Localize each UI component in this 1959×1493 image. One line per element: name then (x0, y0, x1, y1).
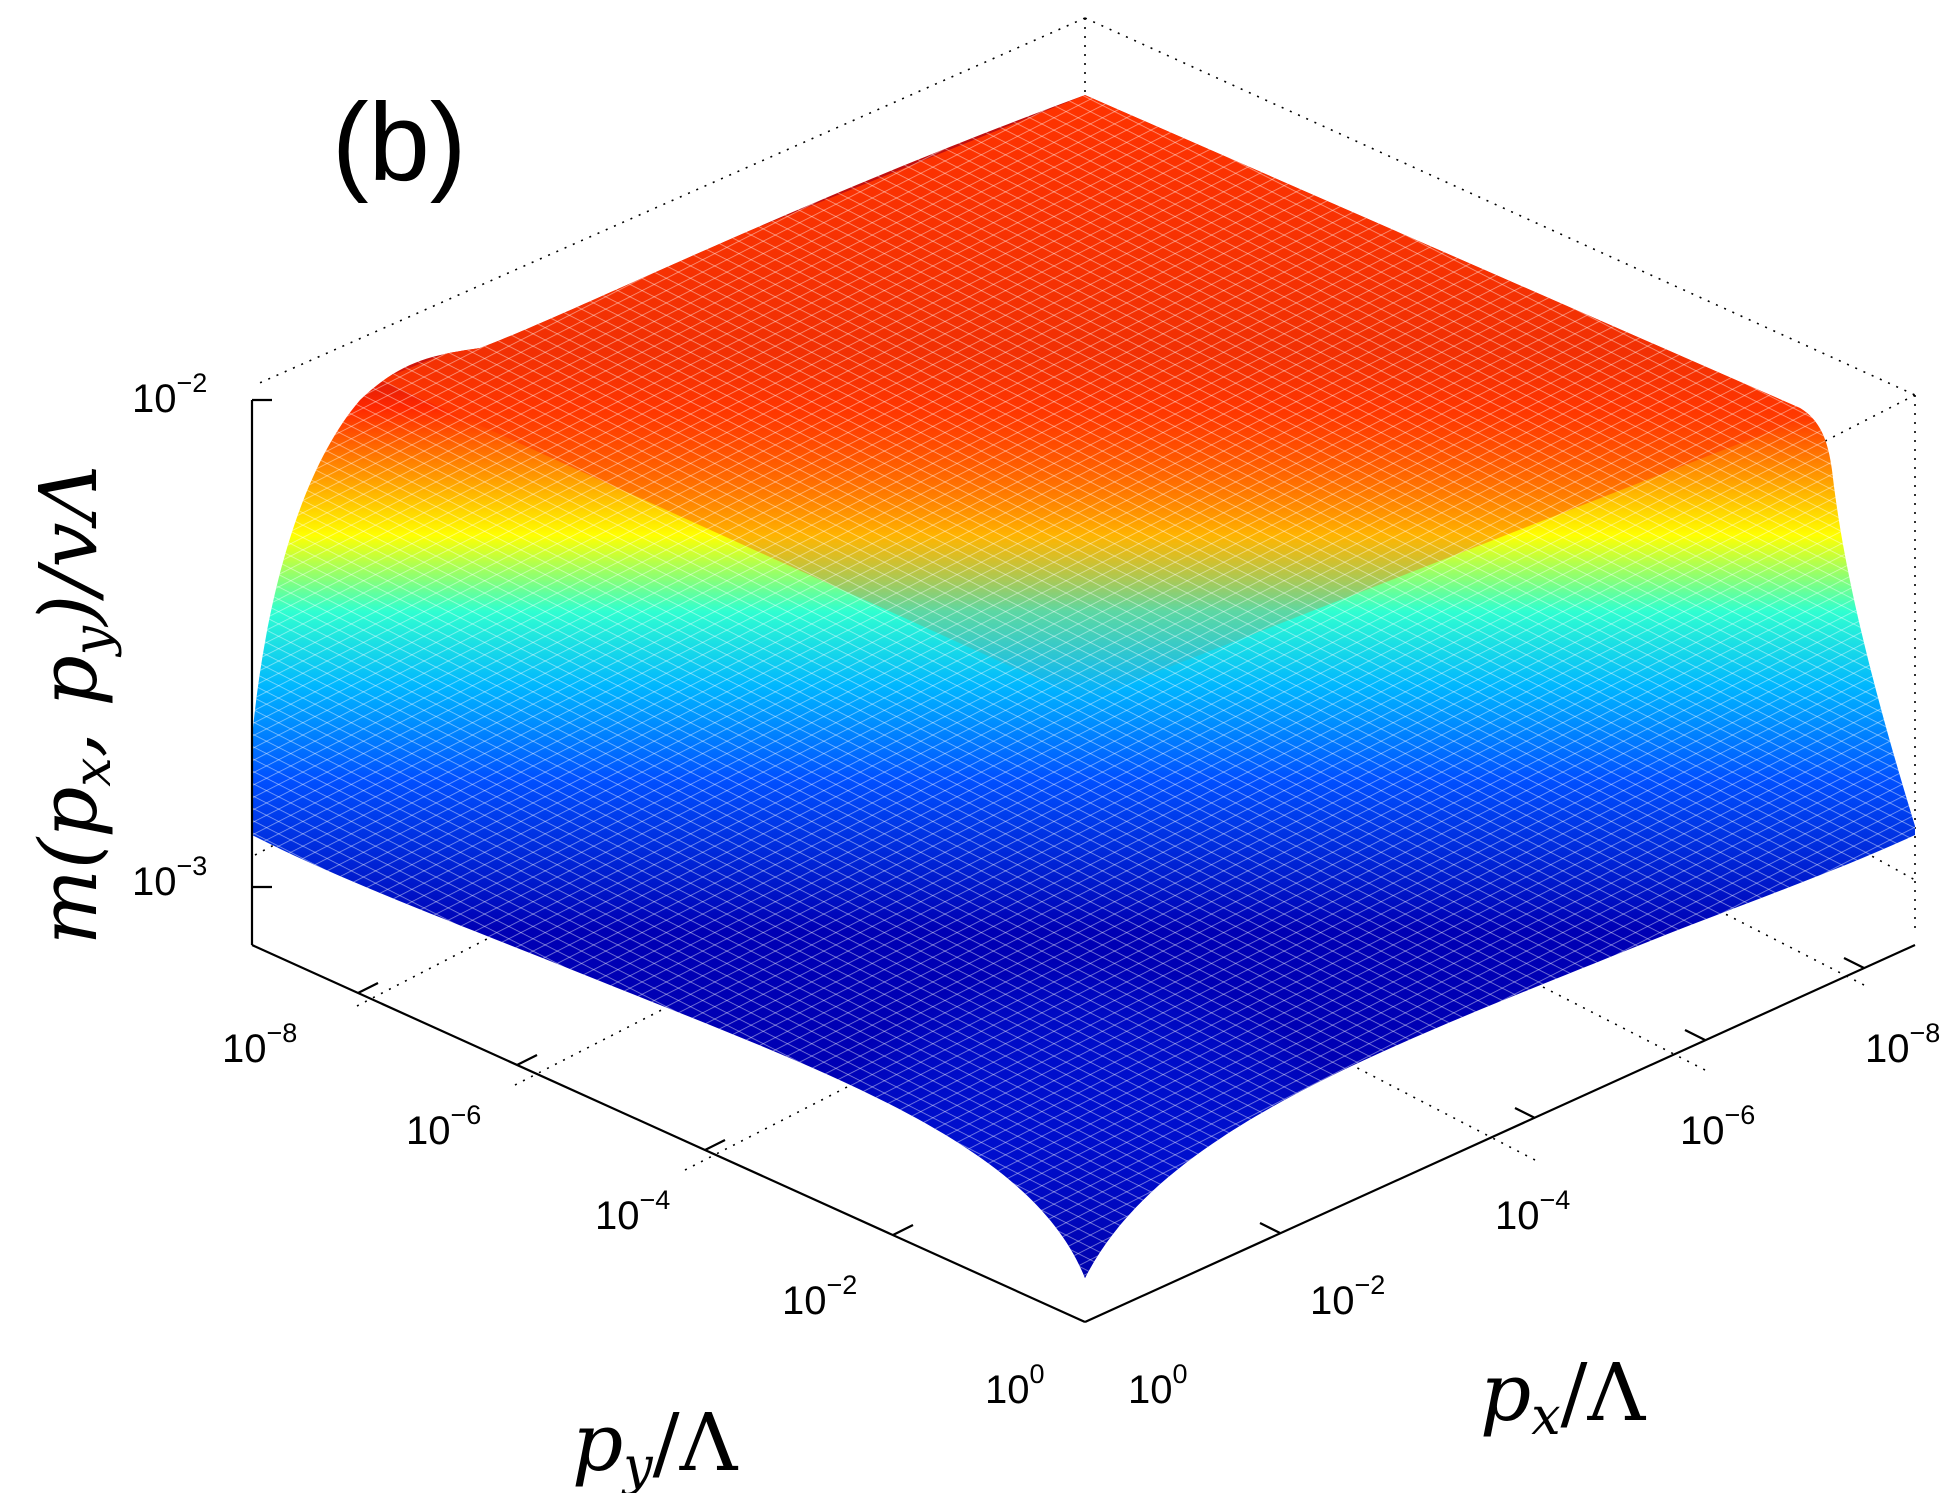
x-tick-labels: 100 10−2 10−4 10−6 10−8 (1128, 1018, 1940, 1412)
x-tick-label-minus2: 10−2 (1310, 1270, 1385, 1323)
z-tick-label-minus2: 10−2 (132, 368, 207, 421)
y-axis-title: py/Λ (572, 1396, 739, 1493)
x-tick-label-minus6: 10−6 (1680, 1100, 1755, 1153)
axis-lines (250, 398, 1916, 1324)
z-tick-label-minus3: 10−3 (132, 851, 207, 904)
z-tick-labels: 10−2 10−3 (132, 368, 207, 904)
x-tick-minus4 (1514, 1107, 1536, 1119)
y-axis-line (251, 943, 1086, 1324)
x-tick-minus2 (1259, 1222, 1281, 1234)
x-tick-label-minus8: 10−8 (1865, 1018, 1940, 1071)
x-axis-title: px/Λ (1480, 1346, 1647, 1447)
x-tick-minus8 (1843, 957, 1865, 969)
x-axis-line (1084, 943, 1916, 1324)
surface-mesh (252, 95, 1915, 1278)
bg-edge-back-top-left (254, 17, 1086, 386)
y-tick-minus6 (516, 1054, 538, 1066)
y-tick-minus2 (892, 1224, 914, 1236)
panel-label: (b) (332, 81, 466, 204)
y-tick-label-0: 100 (985, 1359, 1045, 1412)
mesh-lines-y (252, 95, 1915, 1278)
y-tick-minus8 (357, 982, 379, 994)
y-tick-label-minus8: 10−8 (222, 1018, 297, 1071)
y-tick-minus4 (704, 1139, 726, 1151)
y-tick-label-minus4: 10−4 (595, 1185, 670, 1238)
y-tick-label-minus2: 10−2 (782, 1270, 857, 1323)
x-tick-label-0: 100 (1128, 1359, 1188, 1412)
y-tick-label-minus6: 10−6 (406, 1100, 481, 1153)
x-tick-label-minus4: 10−4 (1495, 1185, 1570, 1238)
x-tick-minus6 (1684, 1029, 1706, 1041)
y-tick-labels: 10−8 10−6 10−4 10−2 100 (222, 1018, 1045, 1412)
z-axis-title: m(px, py)/vΛ (22, 465, 123, 945)
